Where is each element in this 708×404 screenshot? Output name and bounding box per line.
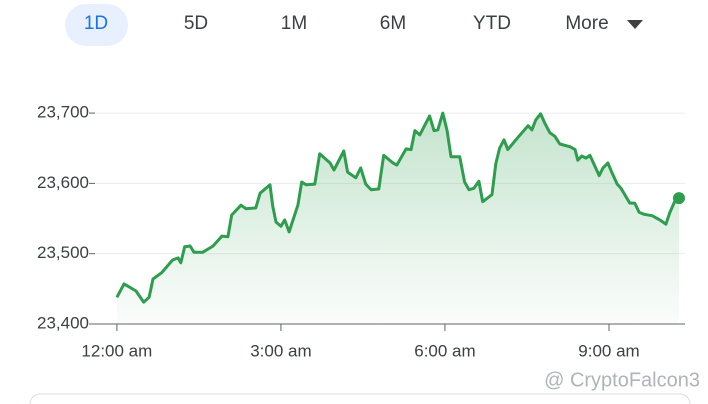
x-tick-label: 12:00 am [81,341,152,360]
range-tab[interactable]: 1D [84,13,108,34]
price-line [115,111,680,304]
y-tick-label: 23,600 [37,173,89,192]
active-tab-bg [65,4,128,46]
range-tab[interactable]: More [565,13,608,34]
range-tab[interactable]: 1M [281,13,307,34]
range-tab[interactable]: 5D [184,13,208,34]
x-tick-label: 3:00 am [250,341,311,360]
y-tick-label: 23,500 [37,243,89,262]
range-tabs: 1D 5D 1M 6M YTD More [84,13,609,34]
plot: 23,400 23,500 23,600 23,700 12:00 am 3:00 am 6… [37,103,685,360]
last-point [672,192,685,205]
more-arrow [627,20,643,29]
area [116,113,679,324]
card-outline [29,393,691,404]
y-tick-label: 23,700 [37,103,89,122]
watermark: @ CryptoFalcon3 [544,369,700,391]
y-tick-label: 23,400 [37,313,89,332]
range-tab[interactable]: YTD [473,13,511,34]
range-tab[interactable]: 6M [380,13,406,34]
x-tick-label: 9:00 am [578,341,639,360]
x-tick-label: 6:00 am [414,341,475,360]
